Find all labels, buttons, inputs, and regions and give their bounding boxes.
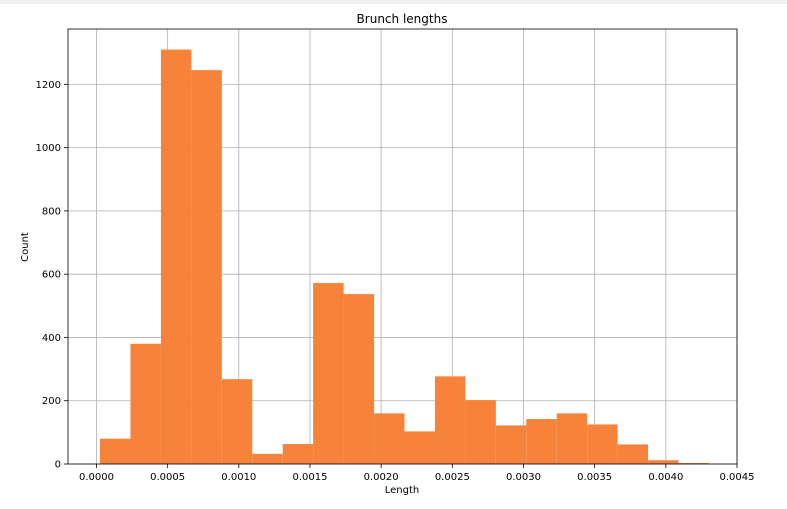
x-axis-ticks: 0.0000 0.0005 0.0010 0.0015 0.0020 0.0025 0.00… bbox=[79, 464, 755, 483]
histogram-bar bbox=[587, 424, 618, 464]
histogram-bar bbox=[160, 49, 192, 465]
histogram-bar bbox=[648, 460, 679, 464]
y-tick-label: 600 bbox=[42, 270, 61, 281]
histogram-bar bbox=[282, 444, 314, 464]
histogram-bar bbox=[404, 431, 435, 464]
y-tick-label: 1000 bbox=[36, 143, 61, 154]
x-tick-label: 0.0025 bbox=[435, 472, 470, 483]
histogram-bar bbox=[374, 413, 405, 464]
x-tick-label: 0.0040 bbox=[648, 472, 683, 483]
y-tick-label: 1200 bbox=[36, 80, 61, 91]
x-tick-label: 0.0010 bbox=[221, 472, 256, 483]
y-axis-label: Count bbox=[20, 232, 31, 262]
top-bar bbox=[0, 0, 787, 4]
y-axis-ticks: 0 200 400 600 800 1000 1200 bbox=[36, 80, 68, 471]
histogram-bar bbox=[191, 70, 222, 465]
histogram-bar bbox=[495, 425, 527, 464]
histogram-bars bbox=[100, 49, 709, 465]
y-tick-label: 400 bbox=[42, 333, 61, 344]
x-tick-label: 0.0045 bbox=[720, 472, 755, 483]
histogram-bar bbox=[221, 379, 253, 464]
histogram-bar bbox=[100, 438, 131, 464]
histogram-bar bbox=[678, 463, 709, 464]
x-axis-label: Length bbox=[385, 485, 420, 496]
plot-frame bbox=[67, 28, 738, 465]
y-tick-label: 800 bbox=[42, 206, 61, 217]
histogram-bar bbox=[313, 283, 344, 464]
y-tick-label: 200 bbox=[42, 396, 61, 407]
y-tick-label: 0 bbox=[55, 460, 61, 471]
histogram-bar bbox=[556, 413, 588, 464]
x-tick-label: 0.0030 bbox=[506, 472, 541, 483]
x-tick-label: 0.0035 bbox=[577, 472, 612, 483]
histogram-bar bbox=[526, 419, 557, 464]
histogram-bar bbox=[434, 376, 466, 464]
histogram-bar bbox=[465, 400, 496, 464]
histogram-bar bbox=[130, 343, 161, 464]
histogram-bar bbox=[617, 444, 649, 464]
x-tick-label: 0.0005 bbox=[150, 472, 185, 483]
x-tick-label: 0.0020 bbox=[364, 472, 399, 483]
x-tick-label: 0.0000 bbox=[79, 472, 114, 483]
histogram-bar bbox=[252, 453, 283, 464]
chart-title: Brunch lengths bbox=[357, 12, 448, 26]
histogram-bar bbox=[343, 294, 375, 464]
x-tick-label: 0.0015 bbox=[292, 472, 327, 483]
